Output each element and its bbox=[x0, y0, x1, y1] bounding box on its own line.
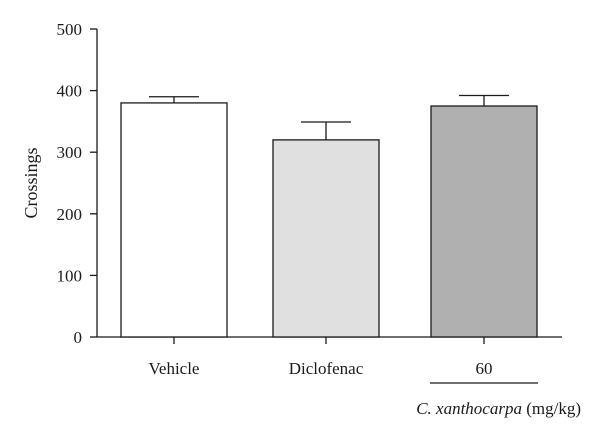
x-tick-label: 60 bbox=[476, 359, 493, 378]
y-tick-label: 500 bbox=[57, 20, 83, 39]
y-axis-ticks: 0 100 200 300 400 500 bbox=[57, 20, 97, 347]
group-label: C. xanthocarpa (mg/kg) bbox=[416, 399, 581, 418]
y-axis-title: Crossings bbox=[21, 147, 41, 218]
error-bars bbox=[149, 94, 509, 140]
y-tick-label: 300 bbox=[57, 143, 83, 162]
x-tick-label: Diclofenac bbox=[289, 359, 364, 378]
bar-diclofenac bbox=[272, 139, 380, 338]
group-label-italic: C. xanthocarpa bbox=[416, 399, 522, 418]
bar-vehicle bbox=[120, 102, 228, 338]
bars bbox=[120, 102, 538, 338]
group-label-unit: (mg/kg) bbox=[522, 399, 581, 418]
x-axis-ticks: Vehicle Diclofenac 60 bbox=[149, 337, 493, 378]
bar-60 bbox=[430, 105, 538, 338]
y-tick-label: 100 bbox=[57, 266, 83, 285]
x-tick-label: Vehicle bbox=[149, 359, 200, 378]
y-tick-label: 200 bbox=[57, 205, 83, 224]
y-tick-label: 0 bbox=[74, 328, 83, 347]
y-tick-label: 400 bbox=[57, 82, 83, 101]
